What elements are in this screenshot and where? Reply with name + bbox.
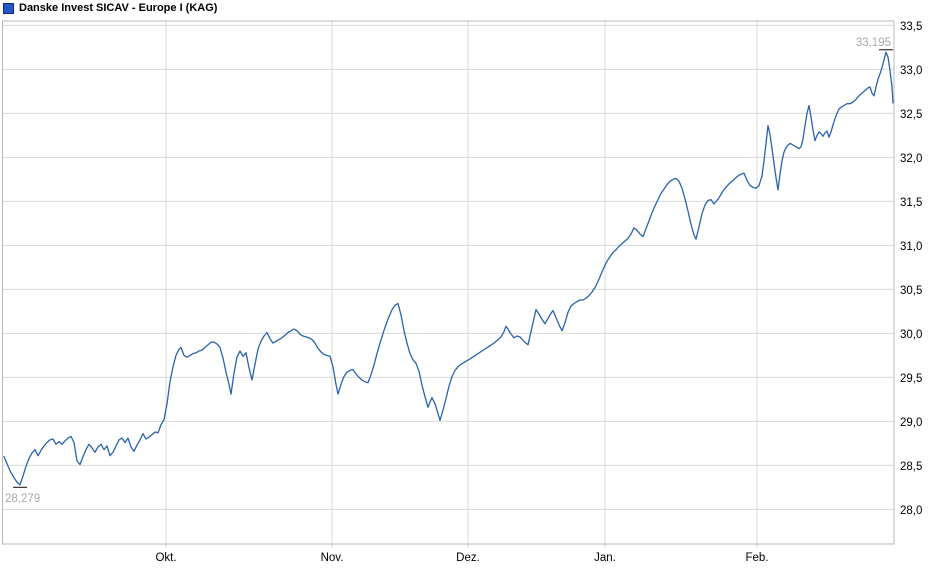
x-axis-tick-label: Okt. [155, 552, 176, 564]
y-axis-tick-label: 28,0 [900, 505, 922, 517]
x-axis-tick-label: Nov. [321, 552, 344, 564]
chart-title: Danske Invest SICAV - Europe I (KAG) [19, 2, 218, 14]
y-axis-tick-label: 33,5 [900, 21, 922, 33]
min-value-label: 28,279 [5, 493, 40, 505]
max-value-label: 33,195 [856, 37, 891, 49]
y-axis-tick-label: 32,0 [900, 153, 922, 165]
y-axis-tick-label: 32,5 [900, 109, 922, 121]
y-axis-tick-label: 28,5 [900, 461, 922, 473]
y-axis-tick-label: 30,5 [900, 285, 922, 297]
chart-legend: Danske Invest SICAV - Europe I (KAG) [3, 2, 217, 14]
series-color-swatch-icon [3, 2, 14, 14]
y-axis-tick-label: 33,0 [900, 65, 922, 77]
y-axis-tick-label: 30,0 [900, 329, 922, 341]
y-axis-tick-label: 31,0 [900, 241, 922, 253]
x-axis-tick-label: Jan. [594, 552, 616, 564]
y-axis-tick-label: 29,5 [900, 373, 922, 385]
x-axis-tick-label: Feb. [745, 552, 768, 564]
plot-border [2, 20, 895, 545]
x-axis-tick-label: Dez. [456, 552, 480, 564]
y-axis-tick-label: 29,0 [900, 417, 922, 429]
y-axis-tick-label: 31,5 [900, 197, 922, 209]
price-line [3, 51, 894, 486]
